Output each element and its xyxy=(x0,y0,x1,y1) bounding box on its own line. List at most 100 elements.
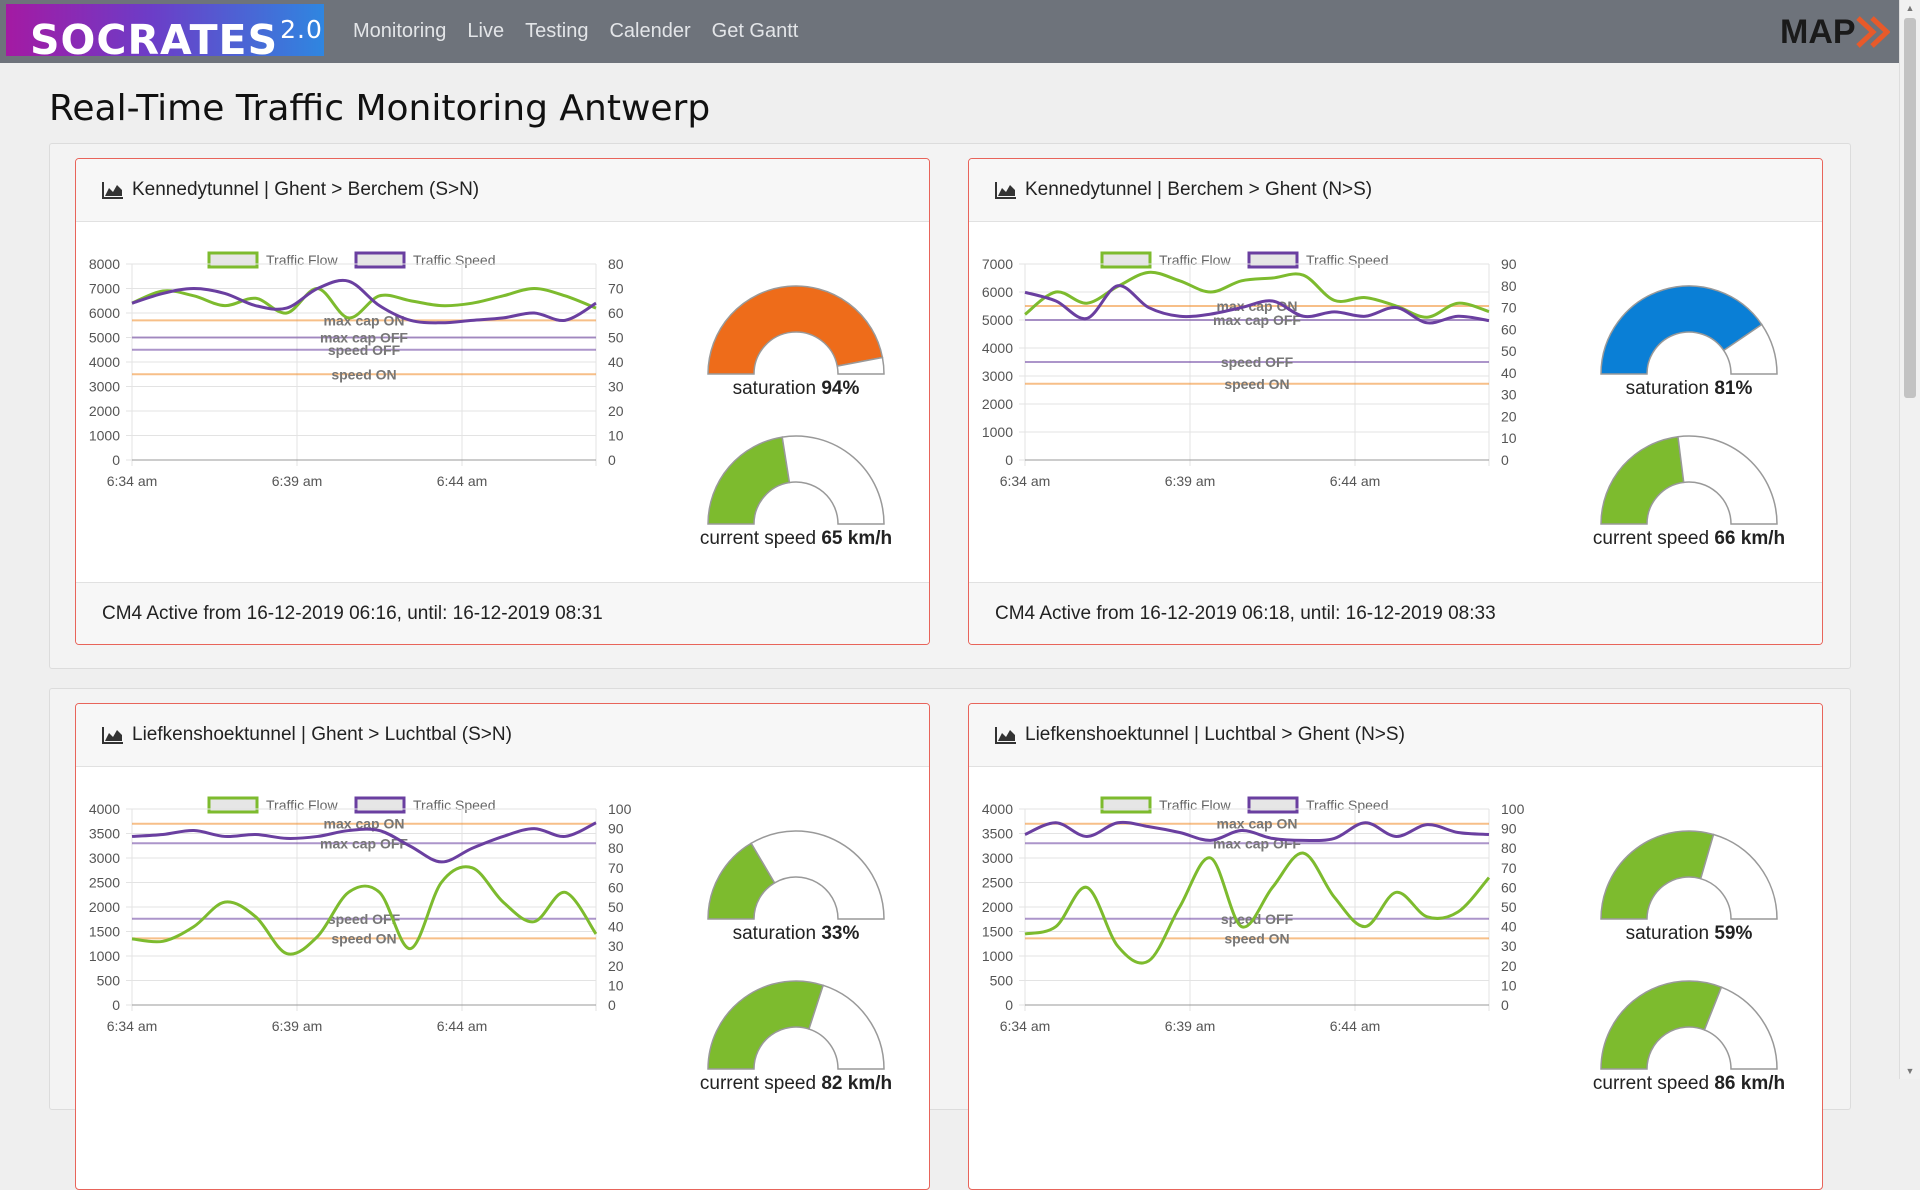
y-right-tick-label: 40 xyxy=(1501,919,1517,935)
nav-calender[interactable]: Calender xyxy=(609,20,691,42)
traffic-flow-line xyxy=(1024,851,1491,965)
saturation-readout: saturation 94% xyxy=(666,378,926,400)
y-right-tick-label: 70 xyxy=(1501,300,1517,316)
gauge-remaining xyxy=(1699,833,1778,920)
y-right-tick-label: 100 xyxy=(608,801,632,817)
speed-readout: current speed 86 km/h xyxy=(1559,1073,1819,1095)
threshold-label: speed OFF xyxy=(1221,354,1294,370)
y-left-tick-label: 0 xyxy=(1005,997,1013,1013)
gauge-fill xyxy=(1600,435,1685,525)
y-right-tick-label: 20 xyxy=(608,403,624,419)
y-right-tick-label: 50 xyxy=(1501,343,1517,359)
y-left-tick-label: 3000 xyxy=(982,368,1013,384)
y-right-tick-label: 80 xyxy=(1501,840,1517,856)
card-title: Liefkenshoektunnel | Luchtbal > Ghent (N… xyxy=(1025,724,1405,745)
card-header: Kennedytunnel | Ghent > Berchem (S>N) xyxy=(76,159,929,222)
nav-live[interactable]: Live xyxy=(467,20,505,42)
speed-readout: current speed 65 km/h xyxy=(666,528,926,550)
area-chart-icon xyxy=(102,182,123,199)
y-right-tick-label: 0 xyxy=(1501,452,1509,468)
threshold-label: speed ON xyxy=(1224,930,1289,946)
tunnel-card: Liefkenshoektunnel | Ghent > Luchtbal (S… xyxy=(75,703,930,1190)
saturation-gauge xyxy=(707,830,885,920)
x-tick-label: 6:39 am xyxy=(1165,473,1216,489)
y-left-tick-label: 1000 xyxy=(982,948,1013,964)
threshold-label: speed OFF xyxy=(328,342,401,358)
legend-flow-swatch xyxy=(1100,796,1152,814)
y-left-tick-label: 1000 xyxy=(982,424,1013,440)
legend-speed-swatch xyxy=(354,251,406,269)
legend-flow-swatch xyxy=(207,251,259,269)
traffic-speed-line xyxy=(131,821,597,864)
speed-readout: current speed 66 km/h xyxy=(1559,528,1819,550)
scrollbar-thumb[interactable] xyxy=(1904,18,1916,398)
y-right-tick-label: 90 xyxy=(608,821,624,837)
y-right-tick-label: 30 xyxy=(608,379,624,395)
tunnel-card: Kennedytunnel | Berchem > Ghent (N>S) Tr… xyxy=(968,158,1823,645)
y-left-tick-label: 2500 xyxy=(89,875,120,891)
x-tick-label: 6:44 am xyxy=(1330,1018,1381,1034)
saturation-gauge xyxy=(1600,830,1778,920)
nav-testing[interactable]: Testing xyxy=(525,20,589,42)
map-logo[interactable]: MAP xyxy=(1780,10,1890,54)
saturation-value: 59% xyxy=(1714,923,1753,944)
saturation-label: saturation xyxy=(1625,378,1710,399)
x-tick-label: 6:39 am xyxy=(272,1018,323,1034)
speed-value: 65 km/h xyxy=(821,528,893,549)
y-right-tick-label: 70 xyxy=(1501,860,1517,876)
speed-label: current speed xyxy=(1592,1073,1710,1094)
y-right-tick-label: 30 xyxy=(1501,387,1517,403)
card-header: Liefkenshoektunnel | Luchtbal > Ghent (N… xyxy=(969,704,1822,767)
nav-get-gantt[interactable]: Get Gantt xyxy=(711,20,799,42)
speed-label: current speed xyxy=(699,1073,817,1094)
y-left-tick-label: 5000 xyxy=(89,330,120,346)
y-right-tick-label: 0 xyxy=(1501,997,1509,1013)
x-tick-label: 6:34 am xyxy=(1000,473,1051,489)
main-nav: Monitoring Live Testing Calender Get Gan… xyxy=(353,0,819,63)
y-right-tick-label: 40 xyxy=(608,354,624,370)
x-tick-label: 6:44 am xyxy=(437,1018,488,1034)
y-right-tick-label: 20 xyxy=(1501,408,1517,424)
gauge-fill xyxy=(707,285,884,375)
nav-monitoring[interactable]: Monitoring xyxy=(353,20,447,42)
y-left-tick-label: 3000 xyxy=(89,850,120,866)
brand-logo[interactable]: SOCRATES2.0 xyxy=(6,4,324,64)
y-right-tick-label: 20 xyxy=(608,958,624,974)
vertical-scrollbar[interactable]: ▲ ▼ xyxy=(1899,0,1920,1079)
card-header: Liefkenshoektunnel | Ghent > Luchtbal (S… xyxy=(76,704,929,767)
threshold-label: speed OFF xyxy=(328,911,401,927)
gauge-remaining xyxy=(781,435,885,525)
y-right-tick-label: 10 xyxy=(608,428,624,444)
speed-gauge xyxy=(707,980,885,1070)
y-right-tick-label: 30 xyxy=(1501,938,1517,954)
traffic-speed-line xyxy=(131,278,597,325)
saturation-label: saturation xyxy=(732,923,817,944)
card-footer: CM4 Active from 16-12-2019 06:16, until:… xyxy=(76,582,929,644)
legend-flow-label: Traffic Flow xyxy=(266,797,338,813)
chevron-right-icon xyxy=(1870,16,1890,48)
y-left-tick-label: 2000 xyxy=(982,899,1013,915)
area-chart-icon xyxy=(995,182,1016,199)
y-left-tick-label: 6000 xyxy=(89,305,120,321)
y-left-tick-label: 3000 xyxy=(89,379,120,395)
traffic-chart: Traffic Flow Traffic Speed400035003000250… xyxy=(982,796,1525,1034)
legend-speed-swatch xyxy=(1247,796,1299,814)
y-right-tick-label: 80 xyxy=(608,840,624,856)
saturation-value: 33% xyxy=(821,923,860,944)
gauge-fill xyxy=(1600,830,1715,920)
y-right-tick-label: 60 xyxy=(608,879,624,895)
scroll-down-icon[interactable]: ▼ xyxy=(1905,1066,1915,1076)
threshold-label: speed ON xyxy=(331,930,396,946)
y-right-tick-label: 10 xyxy=(1501,430,1517,446)
speed-value: 86 km/h xyxy=(1714,1073,1786,1094)
speed-value: 66 km/h xyxy=(1714,528,1786,549)
x-tick-label: 6:34 am xyxy=(107,473,158,489)
scroll-up-icon[interactable]: ▲ xyxy=(1905,3,1915,13)
gauge-fill xyxy=(1600,980,1723,1070)
traffic-flow-line xyxy=(1024,270,1490,319)
y-right-tick-label: 0 xyxy=(608,452,616,468)
y-left-tick-label: 1500 xyxy=(982,924,1013,940)
y-left-tick-label: 500 xyxy=(97,973,121,989)
x-tick-label: 6:34 am xyxy=(107,1018,158,1034)
threshold-label: max cap OFF xyxy=(1213,312,1301,328)
